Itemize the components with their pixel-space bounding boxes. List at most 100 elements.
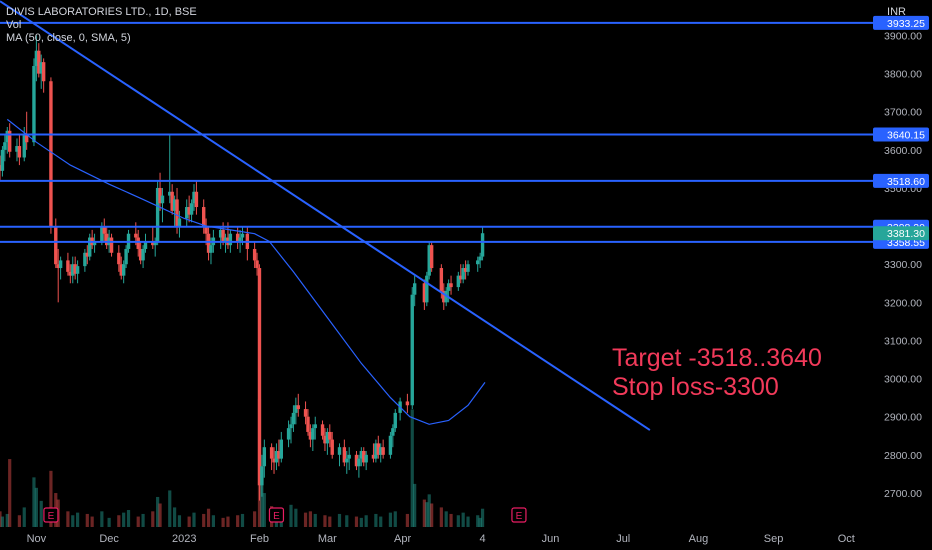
candle-body <box>209 245 213 253</box>
candle <box>83 248 87 272</box>
volume-bar <box>221 517 225 527</box>
price-tick-label: 3100.00 <box>884 335 922 347</box>
candle <box>37 43 41 78</box>
candle <box>425 271 429 307</box>
candle-body <box>218 229 223 238</box>
candle <box>429 241 434 272</box>
candle-body <box>172 199 177 211</box>
candle <box>66 252 70 276</box>
candle <box>68 264 73 284</box>
candle-body <box>194 191 199 208</box>
candle-body <box>269 447 274 459</box>
ma-legend[interactable]: MA (50, close, 0, SMA, 5) <box>6 32 131 44</box>
volume-bar <box>456 515 460 527</box>
volume-bar <box>328 516 332 527</box>
candle-body <box>202 207 206 227</box>
time-tick-label: Feb <box>250 533 269 545</box>
candle-body <box>347 454 351 459</box>
candle-body <box>255 260 259 269</box>
candle-body <box>119 264 123 276</box>
volume-bar <box>449 513 453 527</box>
candle <box>371 443 376 463</box>
candle-body <box>32 65 36 143</box>
volume-bar <box>192 512 196 527</box>
volume-legend[interactable]: Vol <box>6 19 22 31</box>
candle-body <box>289 424 293 429</box>
candle <box>235 226 240 249</box>
candle <box>15 138 19 162</box>
volume-bar <box>430 503 434 527</box>
candle <box>255 252 259 276</box>
candle-body <box>34 50 39 66</box>
candle <box>311 424 315 452</box>
candle-body <box>412 283 417 295</box>
candle-body <box>56 264 60 269</box>
candle-body <box>478 256 482 261</box>
candle <box>39 54 43 89</box>
candle-body <box>463 268 468 272</box>
candle-body <box>141 248 145 261</box>
candle-body <box>153 241 157 246</box>
candle-body <box>442 290 446 303</box>
candle-body <box>328 431 332 440</box>
last-price-tag: 3381.30 <box>887 228 925 240</box>
candle <box>291 405 296 432</box>
candle <box>34 35 39 82</box>
candle-body <box>0 149 5 171</box>
volume-bar <box>168 490 172 527</box>
candle-body <box>83 252 87 267</box>
candle-body <box>279 439 283 459</box>
candle-body <box>272 458 276 463</box>
volume-bar <box>308 511 312 527</box>
candle-body <box>100 226 104 242</box>
candle-body <box>364 454 368 463</box>
volume-bar <box>226 516 230 527</box>
candle <box>5 126 9 154</box>
volume-bar <box>337 513 342 527</box>
candle <box>463 260 468 280</box>
candle-body <box>192 191 196 204</box>
candle-body <box>235 233 240 242</box>
candle <box>269 443 274 471</box>
candle <box>124 245 128 269</box>
candle-body <box>320 424 325 436</box>
candle <box>393 409 397 432</box>
candle <box>170 184 174 215</box>
candle <box>24 111 29 150</box>
candle <box>141 245 145 269</box>
candle-body <box>54 226 58 265</box>
candle-body <box>456 275 461 288</box>
candle-body <box>381 447 385 455</box>
candle-body <box>160 195 165 204</box>
candle <box>121 260 126 284</box>
volume-bar <box>117 515 121 527</box>
candle-body <box>85 252 89 257</box>
candle-body <box>189 203 194 215</box>
symbol-title[interactable]: DIVIS LABORATORIES LTD., 1D, BSE <box>6 6 197 18</box>
candle-body <box>138 248 143 261</box>
candle <box>362 447 366 467</box>
earnings-marker: E <box>268 507 285 523</box>
candle-body <box>422 283 427 303</box>
candle-body <box>425 275 429 303</box>
candle-body <box>476 260 480 265</box>
volume-bar <box>8 459 12 527</box>
target-text: Target -3518..3640 <box>612 344 822 372</box>
volume-bar <box>236 515 240 527</box>
candle-body <box>308 431 313 440</box>
volume-bar <box>76 512 80 527</box>
candle <box>272 447 276 474</box>
volume-bar <box>323 515 327 527</box>
level-tag: 3640.15 <box>887 130 925 142</box>
candle <box>168 134 172 204</box>
trend-line <box>0 0 651 431</box>
earnings-label: E <box>48 511 55 522</box>
candle-body <box>274 451 279 463</box>
volume-bar <box>354 516 359 527</box>
candle-body <box>459 275 463 280</box>
candle-body <box>313 424 317 429</box>
volume-bar <box>444 511 448 527</box>
earnings-icon <box>43 507 59 523</box>
